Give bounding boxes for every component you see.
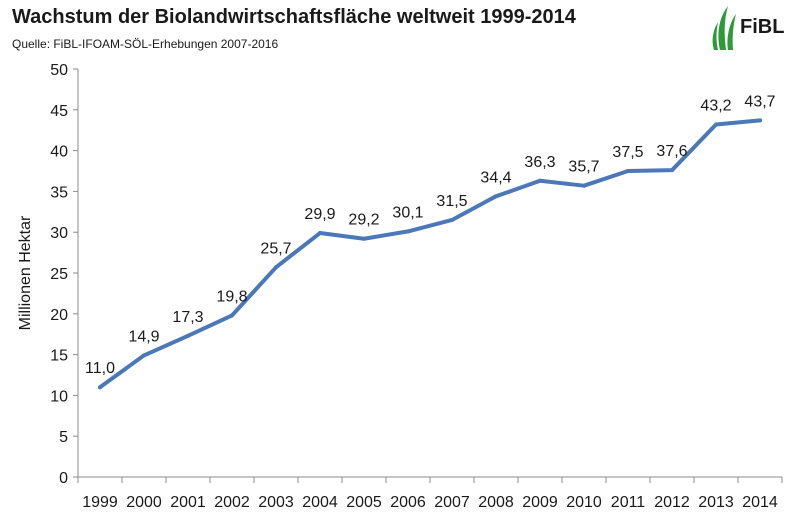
data-point: [230, 313, 234, 318]
data-point: [406, 229, 410, 234]
y-tick-label: 5: [59, 429, 68, 446]
data-label: 37,5: [612, 144, 643, 161]
y-tick-label: 40: [50, 144, 68, 161]
x-tick-label: 2003: [258, 494, 294, 511]
y-tick-label: 45: [50, 103, 68, 120]
data-label: 35,7: [568, 159, 599, 176]
y-tick-label: 10: [50, 388, 68, 405]
y-tick-label: 35: [50, 184, 68, 201]
data-point: [362, 236, 366, 241]
data-label: 29,9: [304, 206, 335, 223]
logo-text: FiBL: [740, 16, 785, 38]
data-point: [714, 122, 718, 127]
x-tick-label: 2008: [478, 494, 514, 511]
y-tick-label: 20: [50, 307, 68, 324]
x-tick-label: 2011: [611, 494, 646, 511]
data-point: [670, 168, 674, 173]
x-tick-label: 2000: [126, 494, 162, 511]
data-point: [538, 178, 542, 183]
data-label: 11,0: [85, 360, 115, 377]
y-tick-label: 50: [50, 62, 68, 79]
data-point: [758, 118, 762, 123]
data-label: 29,2: [348, 212, 379, 229]
data-label: 34,4: [480, 169, 511, 186]
x-tick-label: 2004: [302, 494, 338, 511]
y-axis-title: Millionen Hektar: [17, 215, 34, 330]
x-tick-label: 2006: [390, 494, 426, 511]
data-label: 43,7: [744, 93, 775, 110]
y-tick-label: 25: [50, 266, 68, 283]
data-label: 31,5: [436, 193, 467, 210]
data-point: [274, 265, 278, 270]
data-point: [450, 217, 454, 222]
data-label: 36,3: [524, 154, 555, 171]
fibl-logo-icon: [712, 6, 736, 50]
x-tick-label: 2005: [346, 494, 382, 511]
data-point: [318, 231, 322, 236]
x-tick-label: 2001: [170, 494, 206, 511]
data-label: 43,2: [700, 97, 731, 114]
x-tick-label: 2012: [654, 494, 690, 511]
y-tick-label: 15: [50, 348, 68, 365]
x-tick-label: 2010: [566, 494, 602, 511]
data-label: 30,1: [392, 204, 423, 221]
data-point: [626, 169, 630, 173]
data-label: 25,7: [260, 240, 291, 257]
x-tick-label: 2014: [742, 494, 778, 511]
x-tick-label: 2002: [214, 494, 250, 511]
data-point: [98, 385, 102, 390]
y-tick-label: 0: [59, 470, 68, 487]
data-point: [582, 183, 586, 188]
data-point: [494, 194, 498, 199]
x-tick-label: 2009: [522, 494, 558, 511]
series-line: [98, 118, 762, 390]
chart-title: Wachstum der Biolandwirtschaftsfläche we…: [12, 6, 576, 28]
x-tick-label: 1999: [82, 494, 118, 511]
data-label: 37,6: [656, 143, 687, 160]
chart-source: Quelle: FiBL-IFOAM-SÖL-Erhebungen 2007-2…: [12, 37, 279, 51]
data-label: 19,8: [216, 288, 247, 305]
data-label: 17,3: [172, 309, 203, 326]
data-point: [186, 333, 190, 338]
x-tick-label: 2007: [434, 494, 470, 511]
data-point: [142, 353, 146, 358]
y-tick-label: 30: [50, 225, 68, 242]
x-tick-label: 2013: [698, 494, 734, 511]
data-label: 14,9: [128, 328, 159, 345]
